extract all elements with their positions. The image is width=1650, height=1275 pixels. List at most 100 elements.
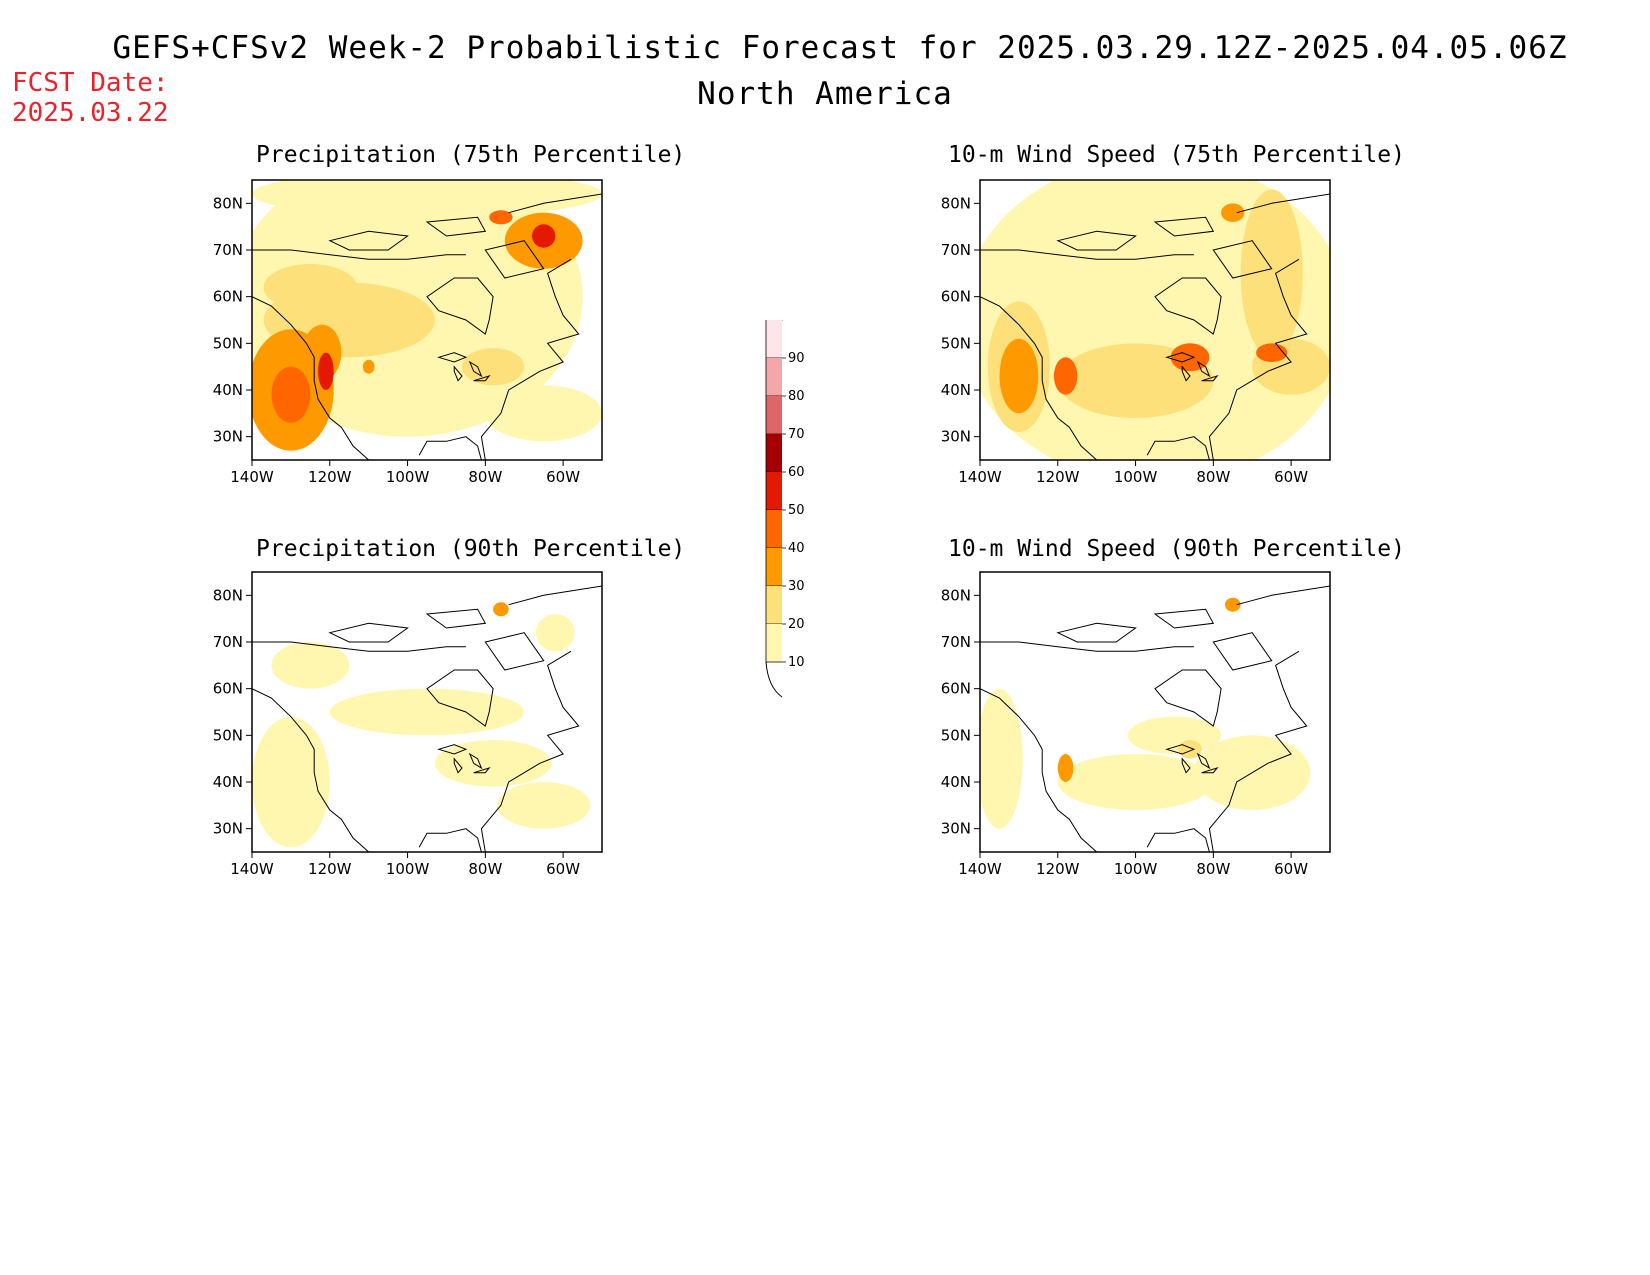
- coastline-west: [980, 688, 1098, 852]
- probability-contour: [434, 740, 552, 787]
- lon-tick-label: 120W: [1036, 860, 1080, 878]
- probability-contour: [271, 642, 350, 689]
- lon-tick-label: 60W: [546, 860, 580, 878]
- shaded-field-wind75: [980, 180, 1330, 460]
- coastline-hudson-bay: [426, 277, 494, 335]
- probability-contour: [493, 602, 509, 617]
- panel-title-precip90: Precipitation (90th Percentile): [256, 536, 686, 562]
- shaded-field-precip90: [252, 602, 591, 848]
- lat-tick-label: 30N: [213, 428, 243, 446]
- coastline-island: [1153, 216, 1215, 237]
- lat-tick-label: 50N: [941, 726, 971, 744]
- great-lake: [436, 352, 468, 363]
- great-lake: [468, 752, 483, 770]
- great-lake: [1196, 752, 1211, 770]
- great-lake: [453, 757, 463, 774]
- colorbar-segment: [766, 586, 782, 624]
- lat-tick-label: 70N: [941, 633, 971, 651]
- probability-contour: [318, 352, 334, 390]
- coastline-arctic: [252, 641, 466, 652]
- coastline-arctic: [252, 249, 466, 260]
- great-lake: [1201, 767, 1219, 774]
- colorbar-label: 50: [788, 503, 805, 518]
- lat-tick-label: 80N: [213, 586, 243, 604]
- colorbar-segment: [766, 548, 782, 586]
- colorbar-segment: [766, 358, 782, 396]
- lat-tick-label: 50N: [941, 334, 971, 352]
- panel-title-wind90: 10-m Wind Speed (90th Percentile): [948, 536, 1405, 562]
- coastline-gulf: [1146, 828, 1210, 852]
- shaded-field-precip75: [252, 180, 602, 451]
- lon-tick-label: 80W: [1196, 468, 1230, 486]
- plot-frame: [979, 179, 1331, 461]
- coastline-island: [1056, 230, 1137, 251]
- coastline-arctic: [980, 249, 1194, 260]
- probability-contour: [1225, 597, 1241, 612]
- plot-frame: [251, 571, 603, 853]
- coastline-west: [980, 296, 1098, 460]
- map-panel-precip75: 140W 120W 100W 80W 60W 80N 70N 60N 50N 40N 30N: [213, 179, 603, 486]
- lat-tick-label: 50N: [213, 334, 243, 352]
- lon-tick-label: 120W: [1036, 468, 1080, 486]
- lon-tick-label: 140W: [958, 468, 1002, 486]
- probability-contour: [462, 348, 525, 386]
- coastline-gulf: [418, 436, 482, 460]
- coastline-island: [1212, 240, 1273, 279]
- great-lake: [473, 375, 491, 382]
- page-title: GEFS+CFSv2 Week-2 Probabilistic Forecast…: [112, 30, 1568, 66]
- probability-contour: [532, 224, 556, 248]
- lat-tick-label: 80N: [213, 194, 243, 212]
- lon-tick-label: 60W: [546, 468, 580, 486]
- lon-tick-label: 100W: [386, 860, 430, 878]
- probability-contour: [263, 264, 357, 311]
- coastline-wind90: [980, 585, 1330, 852]
- coastline-greenland: [1236, 193, 1330, 214]
- coastline-precip75: [252, 193, 602, 460]
- lon-tick-label: 140W: [230, 468, 274, 486]
- coastline-east: [1208, 258, 1308, 460]
- map-panel-wind90: 140W 120W 100W 80W 60W 80N 70N 60N 50N 40N 30N: [941, 571, 1331, 878]
- coastline-west: [252, 688, 370, 852]
- probability-contour: [329, 688, 525, 736]
- lon-tick-label: 100W: [1114, 468, 1158, 486]
- probability-contour: [1057, 754, 1214, 810]
- probability-contour: [535, 614, 575, 652]
- great-lake: [1201, 375, 1219, 382]
- lat-tick-label: 60N: [213, 680, 243, 698]
- colorbar-segment: [766, 320, 782, 358]
- great-lake: [1164, 352, 1196, 363]
- colorbar-label: 90: [788, 351, 805, 366]
- colorbar-label: 20: [788, 617, 805, 632]
- lat-tick-label: 30N: [941, 428, 971, 446]
- lat-tick-label: 60N: [941, 680, 971, 698]
- coastline-island: [425, 216, 487, 237]
- probability-contour: [1170, 343, 1210, 372]
- lat-tick-label: 40N: [941, 381, 971, 399]
- probability-contour: [485, 385, 602, 442]
- fcst-date-label: FCST Date:: [12, 68, 169, 98]
- coastline-arctic: [980, 641, 1194, 652]
- plot-frame: [979, 571, 1331, 853]
- map-panel-wind75: 140W 120W 100W 80W 60W 80N 70N 60N 50N 40N 30N: [941, 179, 1331, 486]
- colorbar-bottom-cap: [765, 661, 783, 698]
- panel-title-precip75: Precipitation (75th Percentile): [256, 142, 686, 168]
- coastline-island: [484, 240, 545, 279]
- coastline-island: [484, 632, 545, 671]
- coastline-east: [480, 650, 580, 852]
- colorbar-segment: [766, 624, 782, 662]
- probability-contour: [362, 359, 375, 374]
- lat-tick-label: 30N: [941, 820, 971, 838]
- coastline-island: [328, 230, 409, 251]
- probability-contour: [999, 338, 1039, 414]
- lat-tick-label: 70N: [213, 241, 243, 259]
- lat-tick-label: 80N: [941, 194, 971, 212]
- probability-contour: [489, 210, 513, 225]
- probability-contour: [1256, 343, 1288, 362]
- lat-tick-label: 60N: [941, 288, 971, 306]
- lat-tick-label: 80N: [941, 586, 971, 604]
- great-lake: [468, 360, 483, 378]
- lat-tick-label: 60N: [213, 288, 243, 306]
- lat-tick-label: 50N: [213, 726, 243, 744]
- lon-tick-label: 120W: [308, 860, 352, 878]
- coastline-east: [480, 258, 580, 460]
